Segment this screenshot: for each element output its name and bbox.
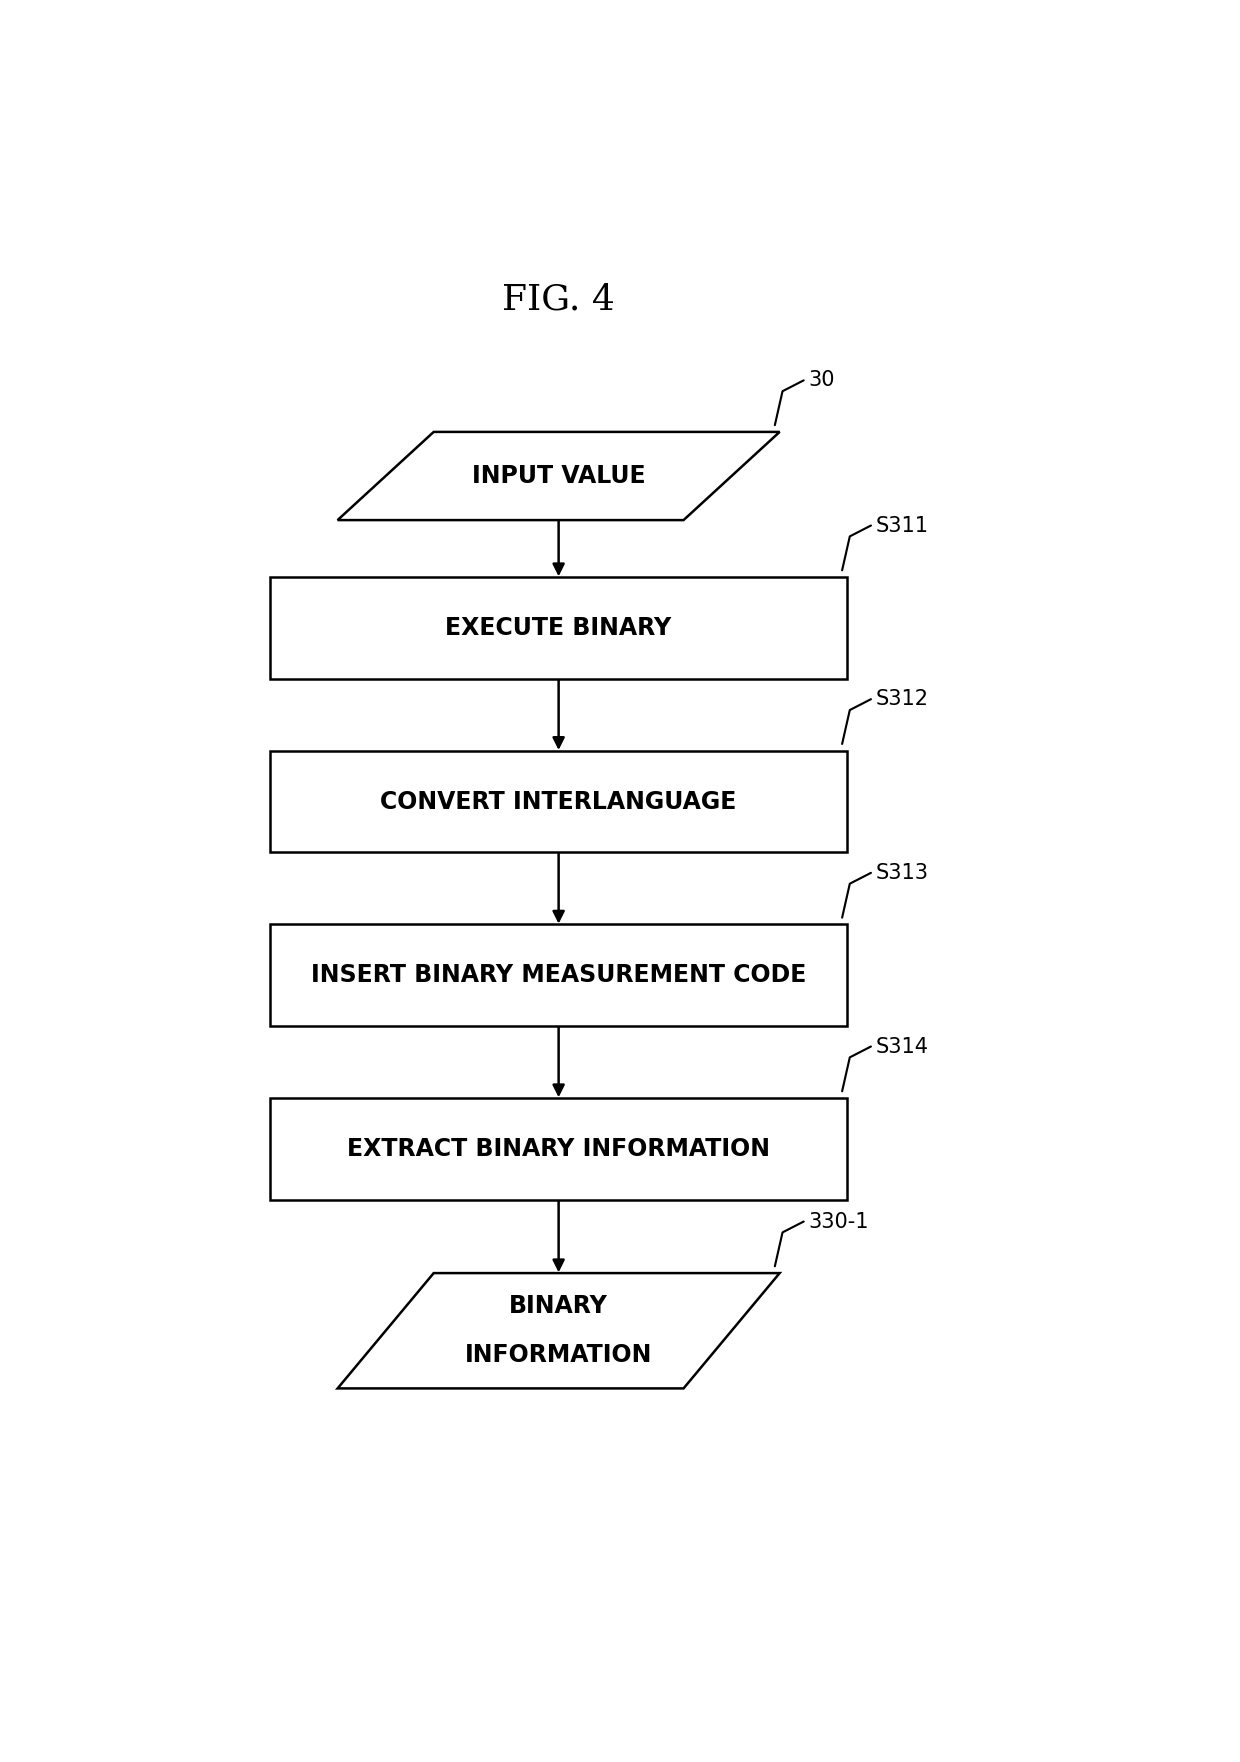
Bar [270,1098,847,1200]
Text: INPUT VALUE: INPUT VALUE [471,463,646,488]
Bar [270,751,847,853]
Text: S314: S314 [875,1036,929,1057]
Bar [270,578,847,678]
Text: S313: S313 [875,863,929,883]
Text: S312: S312 [875,689,929,708]
Polygon shape [337,432,780,520]
Text: CONVERT INTERLANGUAGE: CONVERT INTERLANGUAGE [381,789,737,814]
Text: S311: S311 [875,516,929,536]
Text: 30: 30 [808,370,835,391]
Text: EXTRACT BINARY INFORMATION: EXTRACT BINARY INFORMATION [347,1136,770,1161]
Text: FIG. 4: FIG. 4 [502,282,615,317]
Bar [270,925,847,1025]
Text: EXECUTE BINARY: EXECUTE BINARY [445,617,672,640]
Text: INFORMATION: INFORMATION [465,1343,652,1367]
Text: INSERT BINARY MEASUREMENT CODE: INSERT BINARY MEASUREMENT CODE [311,964,806,987]
Text: BINARY: BINARY [510,1295,608,1318]
Text: 330-1: 330-1 [808,1212,869,1232]
Polygon shape [337,1274,780,1388]
